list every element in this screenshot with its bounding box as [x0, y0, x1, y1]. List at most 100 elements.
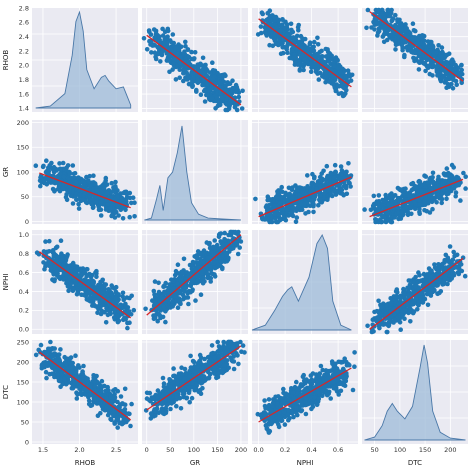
scatter-point: [422, 61, 428, 66]
scatter-point: [77, 192, 82, 198]
scatter-point: [432, 265, 438, 270]
scatter-point: [275, 196, 281, 201]
scatter-point: [422, 38, 427, 43]
scatter-point: [325, 197, 330, 202]
scatter-point: [386, 7, 391, 13]
scatter-point: [458, 198, 463, 203]
scatter-point: [437, 290, 442, 296]
scatter-point: [297, 39, 303, 45]
scatter-point: [175, 305, 181, 311]
scatter-point: [338, 164, 344, 169]
scatter-point: [150, 43, 155, 48]
scatter-point: [231, 245, 236, 251]
scatter-point: [81, 363, 86, 369]
scatter-point: [440, 180, 446, 186]
scatter-point: [109, 180, 114, 186]
scatter-point: [397, 198, 402, 204]
scatter-point: [381, 13, 387, 19]
scatter-point: [80, 197, 85, 203]
scatter-point: [104, 190, 110, 196]
scatter-point: [105, 202, 110, 207]
scatter-point: [392, 312, 397, 317]
scatter-point: [173, 45, 179, 51]
scatter-point: [408, 319, 413, 324]
scatter-point: [60, 255, 65, 261]
scatter-point: [221, 79, 227, 85]
scatter-point: [53, 257, 59, 262]
scatter-point: [225, 257, 231, 263]
scatter-point: [74, 197, 79, 202]
scatter-point: [371, 193, 377, 199]
scatter-point: [284, 207, 290, 213]
scatter-point: [171, 278, 176, 284]
scatter-point: [188, 283, 194, 289]
scatter-point: [394, 287, 400, 292]
scatter-point: [161, 284, 166, 290]
scatter-point: [227, 81, 233, 86]
scatter-point: [318, 179, 323, 184]
scatter-point: [410, 36, 415, 41]
scatter-point: [419, 188, 424, 194]
scatter-point: [375, 30, 381, 35]
scatter-point: [323, 79, 328, 85]
scatter-point: [409, 48, 415, 54]
scatter-point: [185, 290, 190, 295]
scatter-point: [205, 92, 210, 97]
scatter-point: [319, 48, 324, 54]
scatter-point: [167, 285, 172, 290]
scatter-point: [91, 173, 96, 178]
scatter-point: [278, 217, 283, 222]
scatter-point: [448, 188, 454, 194]
scatter-point: [413, 28, 418, 34]
scatter-point: [166, 289, 172, 294]
scatter-point: [149, 50, 154, 55]
scatter-point: [122, 386, 128, 392]
scatter-point: [194, 253, 200, 258]
scatter-point: [82, 268, 87, 273]
scatter-point: [99, 298, 104, 303]
scatter-point: [325, 173, 331, 179]
scatter-point: [66, 288, 71, 294]
scatter-point: [38, 183, 43, 189]
scatter-point: [453, 190, 459, 195]
scatter-point: [183, 285, 189, 291]
scatter-point: [127, 295, 132, 301]
scatter-point: [430, 206, 435, 212]
scatter-point: [274, 24, 280, 30]
scatter-point: [204, 240, 210, 245]
scatter-point: [332, 69, 337, 74]
scatter-point: [409, 193, 415, 199]
scatter-point: [109, 291, 114, 297]
scatter-point: [186, 301, 191, 307]
scatter-point: [163, 35, 169, 41]
scatter-point: [412, 183, 418, 189]
scatter-point: [298, 33, 304, 39]
scatter-point: [321, 168, 326, 174]
scatter-point: [374, 315, 380, 321]
scatter-point: [65, 163, 71, 168]
scatter-point: [398, 216, 404, 221]
scatter-point: [127, 190, 133, 196]
scatter-point: [84, 174, 89, 180]
scatter-point: [198, 92, 204, 97]
scatter-point: [446, 259, 452, 265]
scatter-point: [190, 71, 196, 77]
scatter-point: [387, 317, 392, 323]
scatter-point: [347, 74, 353, 79]
scatter-point: [70, 201, 76, 206]
scatter-point: [277, 37, 282, 43]
scatter-point: [162, 29, 168, 34]
scatter-point: [348, 184, 353, 189]
scatter-point: [422, 173, 427, 178]
scatter-point: [290, 213, 296, 219]
scatter-point: [171, 61, 176, 67]
scatter-point: [121, 190, 127, 196]
scatter-point: [425, 180, 431, 185]
scatter-point: [153, 31, 159, 36]
scatter-point: [113, 185, 118, 191]
scatter-point: [403, 204, 409, 210]
scatter-point: [236, 94, 242, 100]
scatter-point: [286, 213, 291, 218]
scatter-point: [436, 174, 441, 180]
